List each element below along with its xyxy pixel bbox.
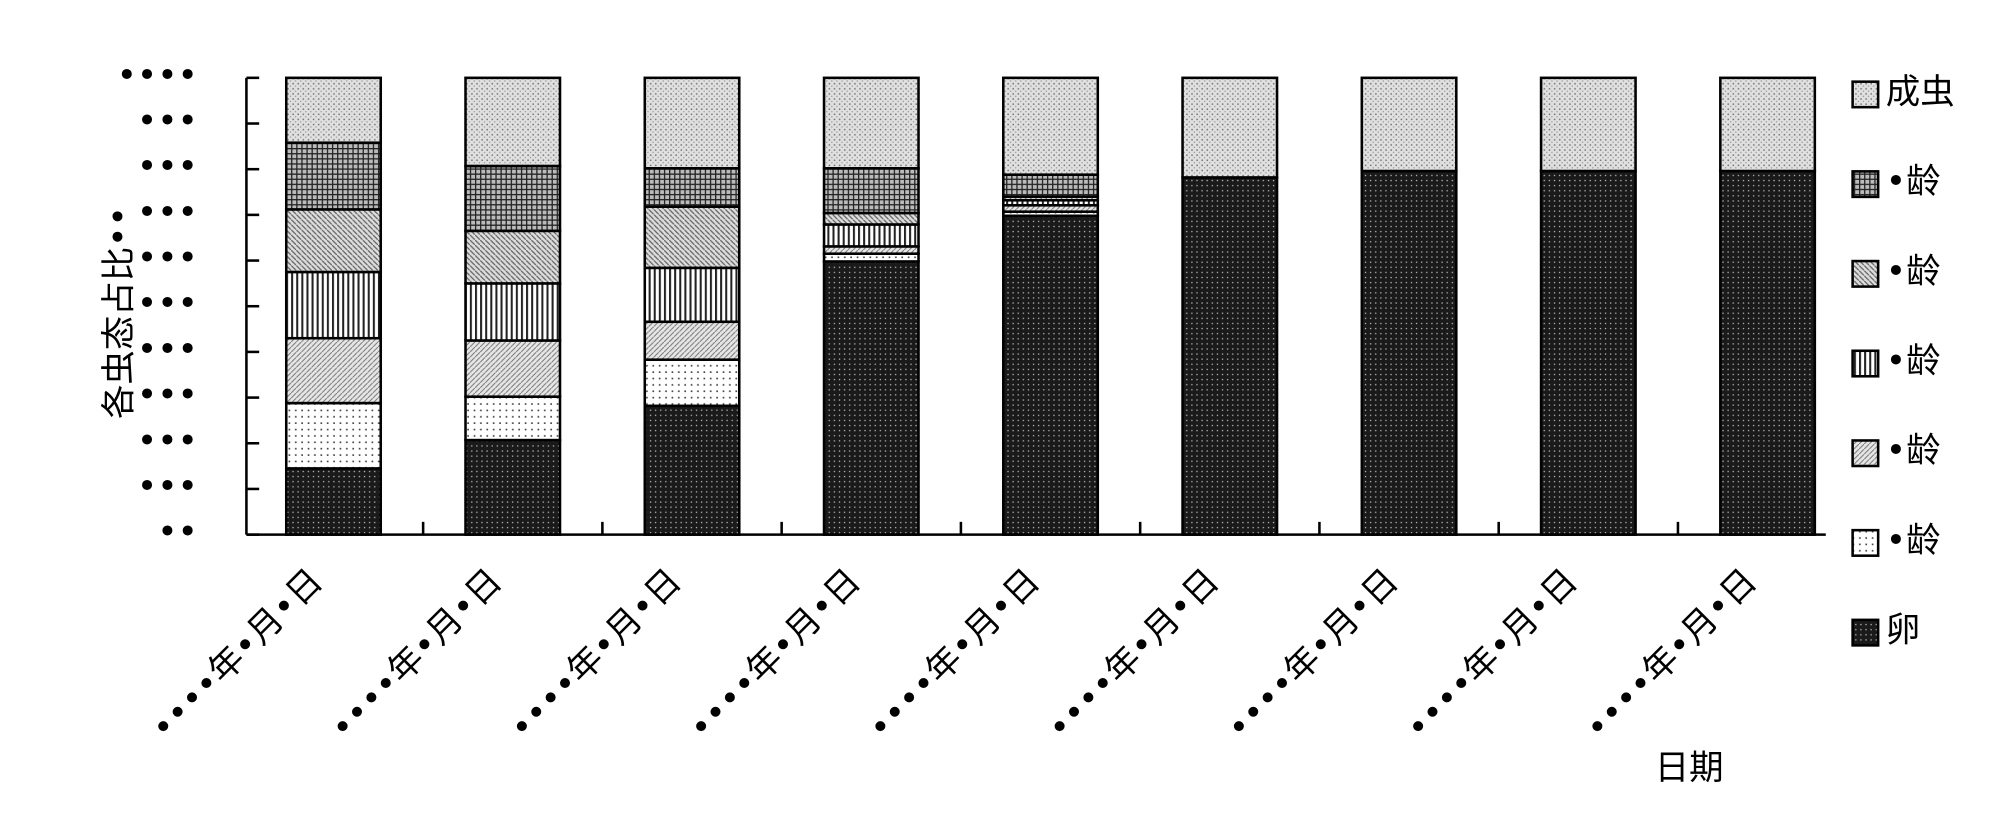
bar-segment: [643, 167, 741, 208]
legend-label: 卵: [1886, 611, 1920, 651]
bar-segment: [643, 358, 741, 408]
bar-segment: [284, 467, 383, 536]
bar-segment: [822, 167, 920, 215]
y-tick-label: •••: [137, 284, 198, 324]
y-axis-label: 各虫态占比••: [99, 206, 139, 419]
bar-segment: [1719, 76, 1817, 173]
x-tick-label: ••••年•月•日: [1577, 561, 1765, 749]
y-tick-label: ••: [157, 513, 198, 553]
bar-segment: [284, 270, 383, 340]
legend-label: •龄: [1886, 431, 1941, 471]
bar-segment: [464, 339, 562, 398]
y-tick-label: •••: [137, 376, 198, 416]
x-tick-label: ••••年•月•日: [143, 561, 331, 749]
bar-segment: [284, 401, 383, 470]
bar-segment: [284, 76, 383, 144]
bar-segment: [1181, 76, 1279, 179]
bar-segment: [643, 266, 741, 324]
bar-segment: [822, 260, 920, 536]
bar-segment: [822, 223, 920, 248]
bar-segment: [284, 208, 383, 274]
bar-segment: [1719, 169, 1817, 536]
bar-segment: [464, 395, 562, 442]
legend-swatch: [1851, 618, 1880, 647]
x-axis-label: 日期: [1655, 749, 1724, 789]
y-tick-label: •••: [137, 239, 198, 279]
x-tick-label: ••••年•月•日: [860, 561, 1048, 749]
bar-segment: [284, 336, 383, 405]
legend-label: •龄: [1886, 342, 1941, 382]
x-tick-label: ••••年•月•日: [1398, 561, 1586, 749]
bar-segment: [1002, 173, 1100, 198]
legend-swatch: [1851, 439, 1880, 468]
bar-segment: [464, 229, 562, 285]
bar-segment: [822, 76, 920, 170]
bar-segment: [284, 141, 383, 211]
y-tick-label: •••: [137, 330, 198, 370]
legend-swatch: [1851, 349, 1880, 378]
bar-segment: [643, 76, 741, 170]
bar-segment: [1360, 76, 1458, 173]
legend-swatch: [1851, 528, 1880, 557]
bar-segment: [643, 205, 741, 270]
bar-segment: [1002, 76, 1100, 176]
bar-segment: [464, 282, 562, 342]
bar-segment: [464, 438, 562, 536]
legend-swatch: [1851, 259, 1880, 288]
x-tick-label: ••••年•月•日: [1219, 561, 1407, 749]
bar-segment: [1002, 214, 1100, 536]
y-tick-label: •••: [137, 147, 198, 187]
bar-segment: [643, 320, 741, 361]
y-tick-label: ••••: [117, 56, 198, 96]
bar-segment: [643, 404, 741, 536]
y-tick-label: •••: [137, 467, 198, 507]
x-tick-label: ••••年•月•日: [681, 561, 869, 749]
legend-label: •龄: [1886, 252, 1941, 292]
bar-segment: [464, 76, 562, 168]
bar-segment: [464, 164, 562, 233]
x-tick-label: ••••年•月•日: [323, 561, 511, 749]
x-tick-label: ••••年•月•日: [1040, 561, 1228, 749]
bar-segment: [822, 211, 920, 226]
legend-label: 成虫: [1886, 72, 1955, 112]
x-tick-label: ••••年•月•日: [502, 561, 690, 749]
legend-swatch: [1851, 170, 1880, 199]
bar-segment: [1539, 76, 1637, 173]
bar-segment: [1360, 169, 1458, 536]
y-tick-label: •••: [137, 421, 198, 461]
y-tick-label: •••: [137, 193, 198, 233]
bar-segment: [1181, 176, 1279, 536]
legend-label: •龄: [1886, 521, 1941, 561]
bar-segment: [1539, 169, 1637, 536]
legend-swatch: [1851, 80, 1880, 109]
y-tick-label: •••: [137, 102, 198, 142]
legend-label: •龄: [1886, 162, 1941, 202]
